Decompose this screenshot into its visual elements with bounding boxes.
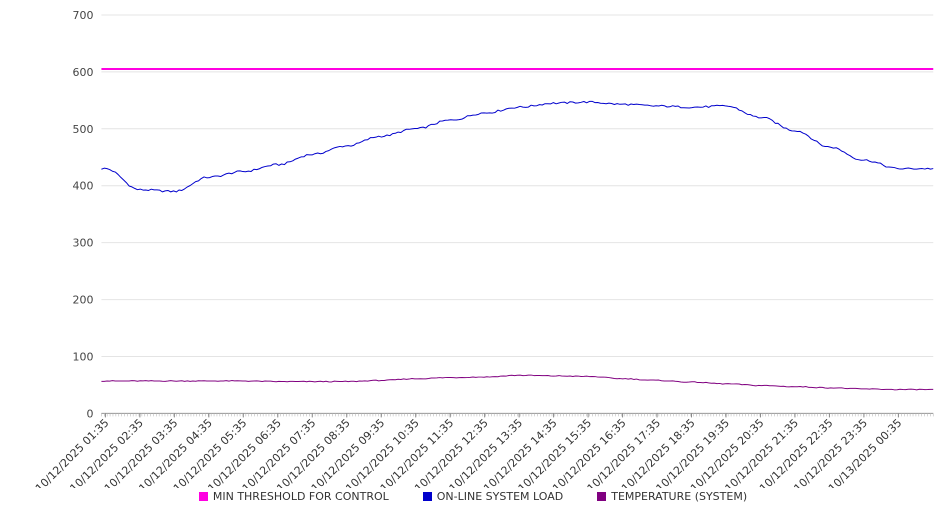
y-tick-label: 600 bbox=[73, 66, 94, 79]
legend-label: ON-LINE SYSTEM LOAD bbox=[436, 490, 564, 504]
y-tick-label: 200 bbox=[73, 294, 94, 307]
series-lines bbox=[101, 68, 934, 391]
chart-legend: MIN THRESHOLD FOR CONTROL ON-LINE SYSTEM … bbox=[0, 488, 946, 526]
legend-label: MIN THRESHOLD FOR CONTROL bbox=[212, 490, 389, 504]
legend-label: TEMPERATURE (SYSTEM) bbox=[611, 490, 748, 504]
x-axis bbox=[101, 412, 934, 418]
y-tick-label: 400 bbox=[73, 180, 94, 193]
series-line-temperature-system bbox=[101, 374, 934, 391]
y-axis-labels: 0 100 200 300 400 500 600 700 bbox=[73, 9, 94, 420]
y-tick-label: 300 bbox=[73, 237, 94, 250]
legend-swatch-icon bbox=[198, 492, 208, 502]
y-tick-label: 100 bbox=[73, 350, 94, 363]
grid-lines bbox=[101, 14, 934, 414]
legend-item-min-threshold-for-control[interactable]: MIN THRESHOLD FOR CONTROL bbox=[198, 490, 389, 504]
line-chart: 0 100 200 300 400 500 600 700 10/12/2025 01:3510… bbox=[33, 9, 934, 488]
y-tick-label: 500 bbox=[73, 123, 94, 136]
legend-swatch-icon bbox=[597, 492, 607, 502]
legend-item-temperature-system[interactable]: TEMPERATURE (SYSTEM) bbox=[597, 490, 747, 503]
series-line-on-line-system-load bbox=[101, 100, 934, 193]
legend-swatch-icon bbox=[422, 492, 432, 502]
y-tick-label: 700 bbox=[73, 9, 94, 22]
y-tick-label: 0 bbox=[86, 407, 93, 420]
legend-item-on-line-system-load[interactable]: ON-LINE SYSTEM LOAD bbox=[422, 490, 564, 504]
